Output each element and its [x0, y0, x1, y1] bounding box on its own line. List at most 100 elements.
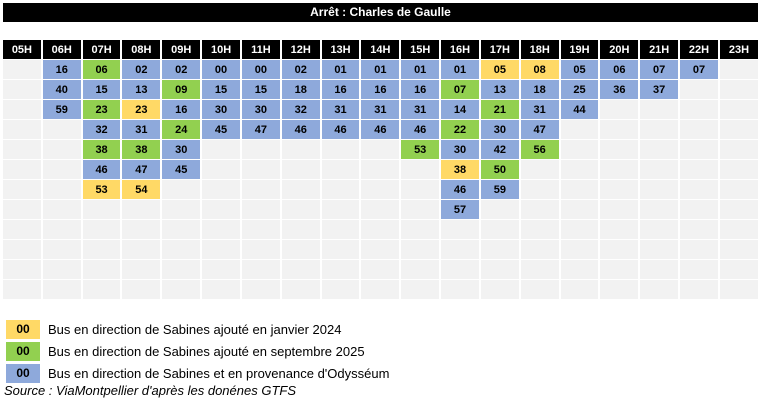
legend-swatch: 00: [6, 342, 40, 361]
empty-cell: [719, 280, 758, 299]
hour-header: 18H: [520, 40, 559, 59]
timetable-row: 57: [3, 200, 758, 219]
hour-header: 11H: [241, 40, 280, 59]
empty-cell: [82, 240, 121, 259]
empty-cell: [42, 200, 81, 219]
time-cell: 06: [82, 60, 121, 79]
empty-cell: [640, 200, 679, 219]
time-cell: 23: [82, 100, 121, 119]
time-cell: 50: [480, 160, 519, 179]
empty-cell: [3, 80, 41, 99]
empty-cell: [42, 280, 81, 299]
empty-cell: [520, 240, 559, 259]
empty-cell: [560, 260, 599, 279]
hour-header: 20H: [600, 40, 639, 59]
empty-cell: [321, 180, 360, 199]
empty-cell: [162, 220, 201, 239]
empty-cell: [122, 200, 161, 219]
empty-cell: [321, 200, 360, 219]
time-cell: 46: [82, 160, 121, 179]
empty-cell: [600, 140, 639, 159]
empty-cell: [680, 140, 718, 159]
empty-cell: [42, 160, 81, 179]
empty-cell: [680, 80, 718, 99]
empty-cell: [520, 260, 559, 279]
timetable-row: 38 38 30 53 30 42 56: [3, 140, 758, 159]
empty-cell: [600, 160, 639, 179]
empty-cell: [520, 280, 559, 299]
time-cell: 07: [640, 60, 679, 79]
time-cell: 05: [560, 60, 599, 79]
empty-cell: [401, 200, 440, 219]
empty-cell: [361, 180, 400, 199]
empty-cell: [281, 240, 320, 259]
hour-header: 15H: [401, 40, 440, 59]
time-cell: 47: [520, 120, 559, 139]
empty-cell: [162, 240, 201, 259]
time-cell: 23: [122, 100, 161, 119]
empty-cell: [640, 280, 679, 299]
time-cell: 53: [82, 180, 121, 199]
timetable-row: 40 15 13 09 15 15 18 16 16 16 07 13 18 25 36 37: [3, 80, 758, 99]
empty-cell: [560, 220, 599, 239]
empty-cell: [162, 180, 201, 199]
empty-cell: [680, 240, 718, 259]
time-cell: 38: [82, 140, 121, 159]
timetable-row: 59 23 23 16 30 30 32 31 31 31 14 21 31 44: [3, 100, 758, 119]
empty-cell: [202, 140, 240, 159]
empty-cell: [122, 220, 161, 239]
empty-cell: [480, 280, 519, 299]
time-cell: 46: [281, 120, 320, 139]
empty-cell: [3, 260, 41, 279]
empty-cell: [42, 120, 81, 139]
empty-cell: [122, 260, 161, 279]
empty-cell: [560, 140, 599, 159]
empty-cell: [42, 260, 81, 279]
time-cell: 30: [202, 100, 240, 119]
empty-cell: [560, 200, 599, 219]
source-note: Source : ViaMontpellier d'après les doné…: [4, 383, 297, 398]
empty-cell: [600, 180, 639, 199]
timetable-row: 32 31 24 45 47 46 46 46 46 22 30 47: [3, 120, 758, 139]
time-cell: 31: [321, 100, 360, 119]
empty-cell: [241, 200, 280, 219]
time-cell: 46: [361, 120, 400, 139]
time-cell: 44: [560, 100, 599, 119]
time-cell: 01: [321, 60, 360, 79]
empty-cell: [3, 200, 41, 219]
empty-cell: [321, 160, 360, 179]
hour-header: 05H: [3, 40, 41, 59]
empty-cell: [361, 200, 400, 219]
empty-cell: [600, 100, 639, 119]
empty-cell: [560, 160, 599, 179]
empty-cell: [640, 120, 679, 139]
empty-cell: [401, 240, 440, 259]
time-cell: 05: [480, 60, 519, 79]
time-cell: 16: [162, 100, 201, 119]
time-cell: 38: [122, 140, 161, 159]
timetable-row: 16 06 02 02 00 00 02 01 01 01 01 05 08 05 06 07 07: [3, 60, 758, 79]
time-cell: 38: [441, 160, 479, 179]
legend-item: 00 Bus en direction de Sabines ajouté en …: [6, 342, 389, 361]
empty-cell: [281, 180, 320, 199]
empty-cell: [202, 200, 240, 219]
empty-cell: [202, 180, 240, 199]
empty-cell: [82, 260, 121, 279]
time-cell: 01: [361, 60, 400, 79]
empty-cell: [361, 260, 400, 279]
empty-cell: [241, 240, 280, 259]
empty-cell: [401, 220, 440, 239]
legend-item: 00 Bus en direction de Sabines ajouté en …: [6, 320, 389, 339]
empty-cell: [480, 240, 519, 259]
empty-cell: [680, 100, 718, 119]
time-cell: 53: [401, 140, 440, 159]
empty-cell: [560, 120, 599, 139]
empty-cell: [640, 220, 679, 239]
time-cell: 22: [441, 120, 479, 139]
time-cell: 13: [480, 80, 519, 99]
empty-cell: [202, 280, 240, 299]
empty-cell: [3, 220, 41, 239]
timetable-row: 53 54 46 59: [3, 180, 758, 199]
empty-cell: [361, 280, 400, 299]
